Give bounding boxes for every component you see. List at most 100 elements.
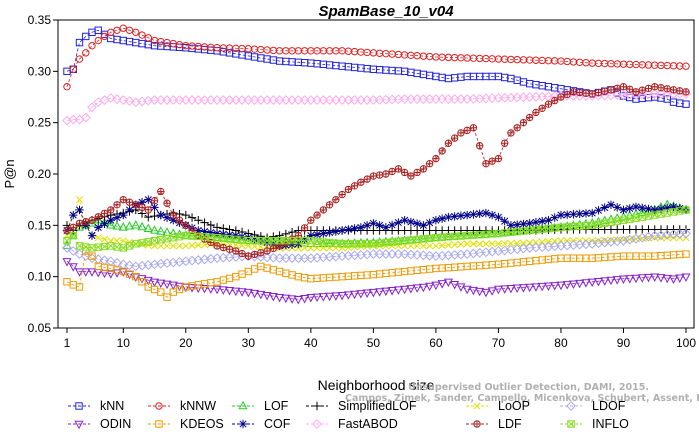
- legend-item-loop: LoOP: [466, 399, 530, 413]
- data-point: [106, 220, 116, 229]
- data-point: [375, 171, 384, 179]
- data-point: [168, 281, 178, 291]
- data-point: [181, 210, 190, 220]
- data-point: [532, 108, 540, 117]
- data-point: [350, 290, 360, 300]
- data-point: [113, 26, 121, 34]
- y-tick-label: 0.30: [28, 64, 52, 78]
- data-point: [219, 243, 228, 252]
- data-point: [637, 274, 647, 283]
- data-point: [68, 263, 78, 272]
- data-point: [262, 252, 272, 263]
- data-point: [287, 227, 297, 237]
- data-point: [463, 240, 471, 248]
- data-point: [519, 119, 528, 127]
- data-point: [626, 215, 634, 223]
- data-point: [682, 62, 690, 70]
- data-point: [575, 209, 584, 219]
- data-point: [94, 213, 102, 221]
- data-point: [82, 243, 90, 251]
- data-point: [150, 211, 159, 221]
- data-point: [550, 213, 559, 222]
- data-point: [194, 216, 203, 225]
- data-point: [400, 237, 409, 245]
- data-point: [300, 295, 310, 304]
- data-point: [507, 239, 515, 247]
- legend-item-simplifiedlof: SimplifiedLOF: [306, 399, 417, 413]
- data-point: [475, 209, 484, 218]
- data-point: [426, 242, 434, 250]
- data-point: [519, 227, 528, 235]
- data-point: [431, 216, 441, 225]
- data-point: [650, 205, 659, 215]
- data-point: [269, 266, 278, 274]
- data-point: [632, 88, 640, 96]
- data-point: [149, 225, 160, 234]
- data-point: [419, 221, 428, 230]
- data-point: [457, 240, 465, 248]
- data-point: [563, 90, 571, 99]
- data-point: [244, 252, 253, 260]
- data-point: [269, 232, 278, 241]
- data-point: [588, 90, 596, 98]
- data-point: [343, 238, 353, 247]
- x-axis-label: Neighborhood size: [318, 377, 435, 393]
- data-point: [325, 238, 335, 248]
- data-point: [651, 83, 659, 91]
- data-point: [456, 211, 466, 220]
- data-point: [663, 209, 671, 217]
- data-point: [393, 235, 403, 245]
- data-point: [163, 234, 171, 243]
- data-point: [681, 228, 691, 239]
- data-point: [105, 93, 116, 103]
- data-point: [513, 124, 521, 132]
- data-point: [106, 270, 116, 279]
- data-point: [69, 223, 77, 232]
- data-point: [144, 238, 152, 246]
- data-point: [300, 235, 309, 244]
- data-point: [287, 240, 297, 249]
- data-point: [169, 211, 177, 219]
- data-point: [63, 67, 71, 76]
- y-tick-label: 0.05: [28, 321, 52, 335]
- data-point: [619, 205, 628, 215]
- legend-item-lof: LOF: [232, 399, 289, 413]
- data-point: [494, 212, 503, 222]
- data-point: [281, 294, 291, 304]
- data-point: [407, 236, 415, 244]
- data-point: [100, 32, 109, 41]
- data-point: [231, 231, 241, 240]
- data-point: [232, 247, 240, 255]
- data-point: [425, 218, 434, 227]
- data-point: [143, 276, 153, 286]
- data-point: [601, 87, 609, 95]
- data-point: [269, 244, 278, 253]
- data-point: [500, 139, 509, 147]
- data-point: [525, 283, 535, 293]
- data-point: [268, 252, 279, 263]
- data-point: [162, 280, 172, 290]
- data-point: [74, 268, 85, 277]
- data-point: [356, 290, 366, 299]
- data-point: [112, 221, 122, 230]
- data-point: [150, 237, 159, 245]
- data-point: [626, 85, 634, 93]
- data-point: [138, 278, 146, 286]
- legend-marker: [312, 401, 322, 411]
- data-point: [644, 84, 653, 93]
- data-point: [638, 213, 646, 221]
- series-simplifiedlof: [62, 205, 691, 242]
- data-point: [169, 242, 177, 250]
- legend-marker: [155, 420, 163, 428]
- x-tick-label: 1: [64, 336, 71, 350]
- data-point: [500, 229, 509, 237]
- data-point: [263, 264, 271, 272]
- data-point: [257, 243, 265, 251]
- data-point: [106, 216, 115, 225]
- data-point: [356, 223, 366, 232]
- data-point: [319, 229, 328, 238]
- data-point: [644, 204, 653, 214]
- credit-text-line1: Unsupervised Outlier Detection, DAMI, 20…: [408, 382, 649, 393]
- data-point: [124, 96, 135, 107]
